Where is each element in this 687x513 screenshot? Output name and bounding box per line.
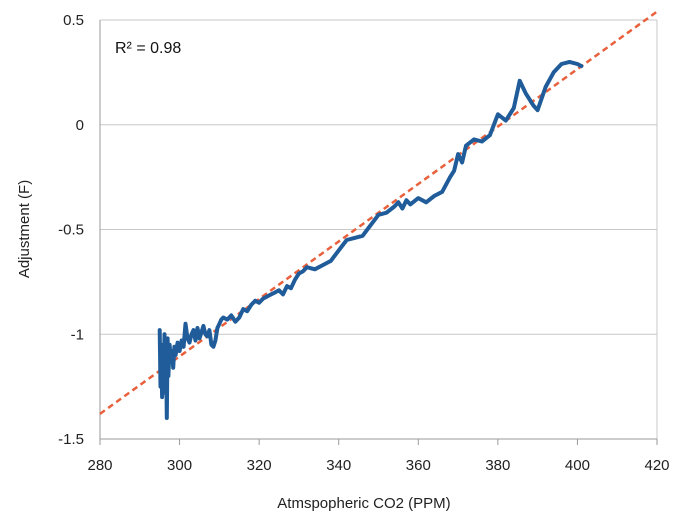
axes: [99, 20, 658, 445]
x-tick-label: 340: [326, 457, 351, 474]
x-tick-label: 280: [87, 457, 112, 474]
x-tick-label: 320: [247, 457, 272, 474]
x-tick-label: 300: [167, 457, 192, 474]
y-tick-label: -1.5: [58, 431, 84, 448]
x-axis-title: Atmspopheric CO2 (PPM): [277, 495, 450, 512]
x-tick-labels: 280 300 320 340 360 380 400 420: [87, 457, 669, 474]
x-tick-label: 420: [644, 457, 669, 474]
y-tick-label: 0.5: [63, 12, 84, 29]
y-tick-label: 0: [76, 117, 84, 134]
y-tick-labels: 0.5 0 -0.5 -1 -1.5: [58, 12, 84, 448]
series-layer: [157, 59, 584, 420]
x-tick-label: 380: [485, 457, 510, 474]
x-tick-label: 360: [406, 457, 431, 474]
grid-lines: [100, 19, 658, 440]
x-tick-label: 400: [565, 457, 590, 474]
series-line-0: [157, 59, 584, 420]
r-squared-annotation: R² = 0.98: [115, 40, 181, 57]
y-tick-label: -1: [71, 326, 84, 343]
y-tick-label: -0.5: [58, 222, 84, 239]
y-axis-title: Adjustment (F): [16, 180, 33, 278]
